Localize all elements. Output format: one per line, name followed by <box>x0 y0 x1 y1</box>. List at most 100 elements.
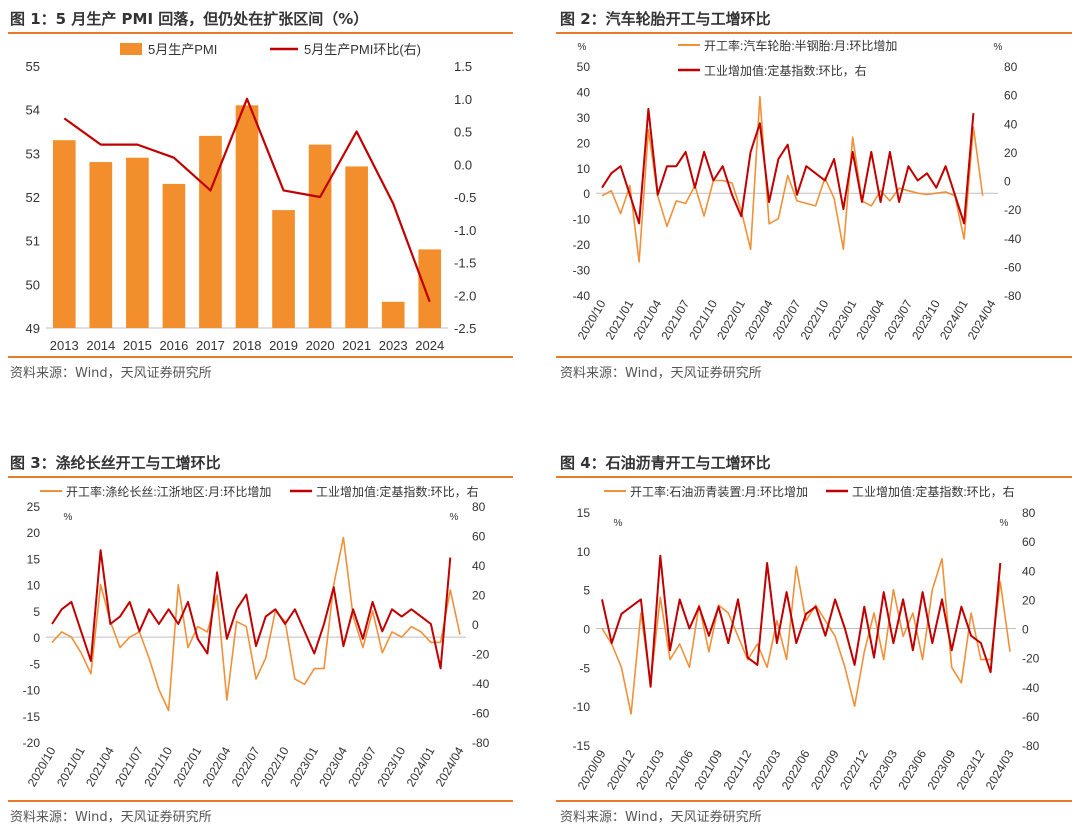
chart3-ytick-left: -20 <box>23 736 41 750</box>
chart3-ytick-left: 10 <box>27 579 41 593</box>
chart4-ytick-left: 10 <box>577 545 591 559</box>
chart1-ytick-left: 51 <box>26 234 40 249</box>
chart3-ytick-right: 60 <box>472 530 486 544</box>
chart2-ytick-right: 0 <box>1004 175 1011 189</box>
chart1-line-series <box>63 97 431 303</box>
chart1-ytick-left: 52 <box>26 190 40 205</box>
chart1-ytick-left: 53 <box>26 146 40 161</box>
chart4-ytick-left: -10 <box>573 700 591 714</box>
chart2-top-rule <box>556 32 1072 34</box>
chart2-ytick-left: -20 <box>573 238 591 252</box>
chart2-ytick-left: -30 <box>573 264 591 278</box>
chart1-xtick: 2018 <box>233 338 262 353</box>
chart1-ytick-left: 54 <box>26 103 40 118</box>
chart1-xtick: 2020 <box>306 338 335 353</box>
chart4-line-series-right <box>601 554 1002 688</box>
chart4-ytick-left: -5 <box>579 661 590 675</box>
chart1-ytick-right: 0.5 <box>454 125 472 140</box>
chart2-ytick-right: 40 <box>1004 117 1018 131</box>
chart3-line-series-left <box>51 536 461 712</box>
chart1-xtick: 2014 <box>86 338 115 353</box>
chart2-ytick-right: 80 <box>1004 60 1018 74</box>
chart3-line-series-right <box>51 549 452 670</box>
chart1-xtick: 2023 <box>379 338 408 353</box>
chart3-left-unit: % <box>64 512 73 523</box>
chart1-ytick-left: 49 <box>26 321 40 336</box>
chart4-ytick-right: 0 <box>1022 623 1029 637</box>
chart3-axes: 25 20 15 10 5 0 -5 -10 -15 -20 80 60 40 20 0 -20 -40 -60 -… <box>23 500 490 750</box>
chart3-ytick-right: -60 <box>472 707 490 721</box>
chart1-ytick-right: 0.0 <box>454 157 472 172</box>
chart1-xtick: 2021 <box>342 338 371 353</box>
chart3-ytick-right: 20 <box>472 589 486 603</box>
chart4-top-rule <box>556 476 1072 478</box>
chart1-bar <box>199 135 222 328</box>
chart3-ytick-left: -15 <box>23 710 41 724</box>
chart2-line-series-right <box>601 107 975 225</box>
chart2-ytick-left: 0 <box>583 187 590 201</box>
chart1-top-rule <box>8 32 513 34</box>
chart1-legend-label-bar: 5月生产PMI <box>148 42 217 57</box>
chart4-xtick: 2024/03 <box>983 747 1017 792</box>
chart4-ytick-right: -60 <box>1022 710 1040 724</box>
chart2-ytick-right: 20 <box>1004 146 1018 160</box>
chart4-title: 图 4：石油沥青开工与工增环比 <box>560 454 771 472</box>
chart1-ytick-left: 50 <box>26 277 40 292</box>
chart1-bar <box>308 144 332 328</box>
chart4-legend-label-left: 开工率:石油沥青装置:月:环比增加 <box>630 484 808 499</box>
chart3-ytick-left: 0 <box>33 631 40 645</box>
chart2-legend-label-left: 开工率:汽车轮胎:半钢胎:月:环比增加 <box>704 38 897 53</box>
chart1-xtick: 2016 <box>159 338 188 353</box>
chart3-legend-label-left: 开工率:涤纶长丝:江浙地区:月:环比增加 <box>66 484 271 499</box>
chart1-bar <box>52 140 76 328</box>
chart4-ytick-left: -15 <box>573 739 591 753</box>
chart1-bar <box>235 105 259 328</box>
chart1-legend-label-line: 5月生产PMI环比(右) <box>304 42 421 57</box>
chart3-ytick-right: 80 <box>472 500 486 514</box>
chart2-ytick-left: 40 <box>577 85 591 99</box>
chart2-ytick-right: -20 <box>1004 203 1022 217</box>
chart1-xtick: 2024 <box>415 338 444 353</box>
chart2-ytick-left: 30 <box>577 111 591 125</box>
chart4-ytick-left: 0 <box>583 623 590 637</box>
chart3-ytick-right: 0 <box>472 618 479 632</box>
chart1-bottom-rule <box>8 356 513 358</box>
chart4-legend-label-right: 工业增加值:定基指数:环比，右 <box>852 484 1015 499</box>
chart3-ytick-left: -10 <box>23 684 41 698</box>
chart4-ytick-right: -40 <box>1022 681 1040 695</box>
chart2-legend-label-right: 工业增加值:定基指数:环比，右 <box>704 63 867 78</box>
chart2-right-unit: % <box>994 42 1003 53</box>
chart3-ytick-left: 15 <box>27 552 41 566</box>
chart3-title: 图 3：涤纶长丝开工与工增环比 <box>10 454 221 472</box>
chart4-left-unit: % <box>614 518 623 529</box>
chart3-legend-label-right: 工业增加值:定基指数:环比，右 <box>316 484 479 499</box>
chart4-ytick-right: 40 <box>1022 564 1036 578</box>
chart3-ytick-right: -20 <box>472 648 490 662</box>
chart2-source: 资料来源：Wind，天风证券研究所 <box>560 366 762 381</box>
chart2-bottom-rule <box>556 356 1072 358</box>
chart1-xtick: 2013 <box>50 338 79 353</box>
chart3-legend: 开工率:涤纶长丝:江浙地区:月:环比增加 工业增加值:定基指数:环比，右 <box>40 484 479 499</box>
chart4-ytick-right: 80 <box>1022 506 1036 520</box>
chart1-xtick: 2015 <box>123 338 152 353</box>
chart2-line-series-left <box>601 95 984 263</box>
chart2-ytick-right: -80 <box>1004 289 1022 303</box>
chart1-bar <box>162 183 186 328</box>
chart2-left-unit: % <box>578 42 587 53</box>
chart1-ytick-right: -2.5 <box>454 321 476 336</box>
chart3-bottom-rule <box>8 800 513 802</box>
chart4-ytick-right: -80 <box>1022 739 1040 753</box>
chart1-bar <box>126 157 149 328</box>
chart1-legend-swatch-bar <box>120 43 142 55</box>
chart4-right-unit: % <box>1000 518 1009 529</box>
chart3-top-rule <box>8 476 513 478</box>
chart1-ytick-right: -0.5 <box>454 190 476 205</box>
chart4-ytick-left: 15 <box>577 506 591 520</box>
chart4-bottom-rule <box>556 800 1072 802</box>
chart2-ytick-left: 10 <box>577 162 591 176</box>
chart4-ytick-right: 20 <box>1022 593 1036 607</box>
chart1-ytick-right: -2.0 <box>454 288 476 303</box>
chart2-ytick-right: 60 <box>1004 89 1018 103</box>
